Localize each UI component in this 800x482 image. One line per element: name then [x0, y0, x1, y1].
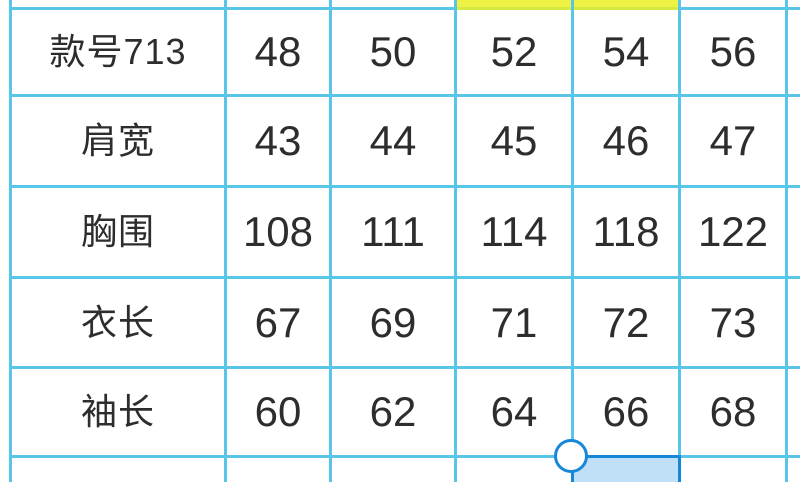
- partial-row-cell[interactable]: [457, 458, 571, 482]
- row-label-chest[interactable]: 胸围: [12, 188, 224, 276]
- size-cell[interactable]: 56: [681, 10, 785, 94]
- size-cell[interactable]: 50: [332, 10, 454, 94]
- overflow-cell: [788, 188, 800, 276]
- size-cell[interactable]: 43: [227, 97, 329, 185]
- size-cell[interactable]: 122: [681, 188, 785, 276]
- row-label-length[interactable]: 衣长: [12, 279, 224, 366]
- size-cell[interactable]: 111: [332, 188, 454, 276]
- size-cell[interactable]: 54: [574, 10, 678, 94]
- partial-row-cell[interactable]: [332, 458, 454, 482]
- size-cell[interactable]: 44: [332, 97, 454, 185]
- size-cell[interactable]: 52: [457, 10, 571, 94]
- partial-row-cell[interactable]: [681, 0, 785, 7]
- size-cell[interactable]: 66: [574, 369, 678, 455]
- overflow-cell: [788, 0, 800, 7]
- partial-row-cell[interactable]: [681, 458, 785, 482]
- yellow-highlight-overlay: [574, 0, 678, 10]
- size-cell[interactable]: 118: [574, 188, 678, 276]
- partial-row-cell[interactable]: [227, 458, 329, 482]
- partial-row-cell[interactable]: [332, 0, 454, 7]
- size-cell[interactable]: 64: [457, 369, 571, 455]
- overflow-cell: [788, 97, 800, 185]
- size-cell[interactable]: 67: [227, 279, 329, 366]
- size-cell[interactable]: 108: [227, 188, 329, 276]
- partial-row-cell[interactable]: [12, 0, 224, 7]
- size-cell[interactable]: 114: [457, 188, 571, 276]
- size-cell[interactable]: 45: [457, 97, 571, 185]
- overflow-cell: [788, 10, 800, 94]
- row-label-shoulder[interactable]: 肩宽: [12, 97, 224, 185]
- size-cell[interactable]: 48: [227, 10, 329, 94]
- size-cell[interactable]: 73: [681, 279, 785, 366]
- partial-row-cell[interactable]: [227, 0, 329, 7]
- overflow-cell: [788, 458, 800, 482]
- size-cell[interactable]: 47: [681, 97, 785, 185]
- partial-row-cell[interactable]: [12, 458, 224, 482]
- size-cell[interactable]: 62: [332, 369, 454, 455]
- selection-handle[interactable]: [554, 439, 588, 473]
- overflow-cell: [788, 279, 800, 366]
- row-label-sleeve[interactable]: 袖长: [12, 369, 224, 455]
- size-cell[interactable]: 46: [574, 97, 678, 185]
- yellow-highlight-overlay: [457, 0, 571, 10]
- size-cell[interactable]: 71: [457, 279, 571, 366]
- selected-cell-highlight[interactable]: [571, 455, 681, 482]
- size-cell[interactable]: 72: [574, 279, 678, 366]
- size-cell[interactable]: 69: [332, 279, 454, 366]
- overflow-cell: [788, 369, 800, 455]
- size-table: 款号713 48 50 52 54 56 肩宽 43 44 45 46 47 胸…: [9, 0, 800, 482]
- row-label-style-number[interactable]: 款号713: [12, 10, 224, 94]
- size-cell[interactable]: 60: [227, 369, 329, 455]
- size-cell[interactable]: 68: [681, 369, 785, 455]
